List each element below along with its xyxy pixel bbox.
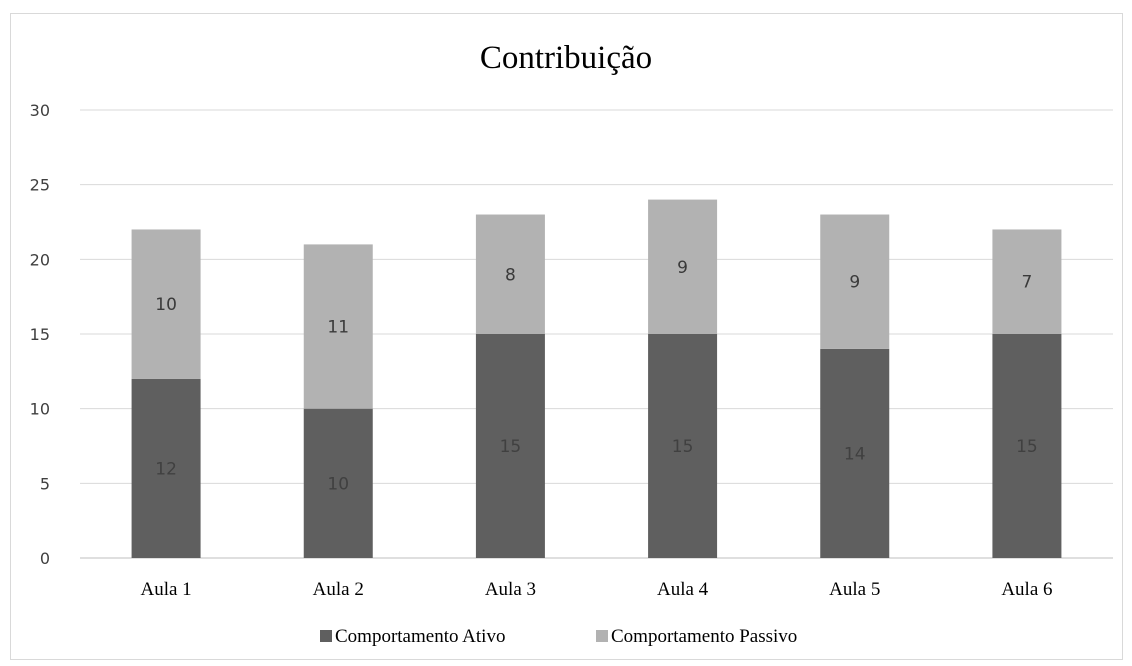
data-label: 15 [1016,437,1038,457]
data-label: 9 [849,273,860,293]
x-tick-label: Aula 6 [1001,579,1052,600]
y-tick-label: 15 [30,325,50,344]
data-label: 9 [677,258,688,278]
bar-segment-passivo [992,229,1062,334]
y-tick-label: 5 [40,474,50,493]
legend-swatch [596,630,608,642]
x-tick-label: Aula 2 [313,579,364,600]
y-tick-label: 10 [30,400,50,419]
y-tick-label: 30 [30,101,50,120]
bar-segment-ativo [992,334,1062,558]
data-label: 10 [155,295,177,315]
bar-segment-passivo [131,229,201,379]
y-axis-ticks: 0 5 10 15 20 25 30 [30,101,50,568]
data-label: 8 [505,265,516,285]
chart-title: Contribuição [480,40,652,76]
data-label: 11 [327,318,349,338]
data-label: 12 [155,459,177,479]
gridlines [80,109,1113,559]
data-label: 7 [1022,273,1033,293]
bar-segment-ativo [475,334,545,558]
bars [131,199,1062,558]
x-tick-label: Aula 5 [829,579,880,600]
y-tick-label: 0 [40,549,50,568]
bar-segment-passivo [475,214,545,334]
bar-segment-ativo [303,408,373,558]
data-labels: 12 10 10 11 15 8 15 9 14 9 15 7 [155,258,1037,495]
legend-label: Comportamento Ativo [335,626,505,647]
bar-segment-passivo [820,214,890,349]
bar-segment-passivo [303,244,373,409]
data-label: 14 [844,444,866,464]
bar-segment-ativo [648,334,718,558]
legend: Comportamento Ativo Comportamento Passivo [320,626,797,647]
data-label: 15 [500,437,522,457]
data-label: 10 [327,474,349,494]
legend-swatch [320,630,332,642]
bar-segment-passivo [648,199,718,334]
legend-label: Comportamento Passivo [611,626,797,647]
bar-segment-ativo [131,378,201,558]
x-axis-ticks: Aula 1 Aula 2 Aula 3 Aula 4 Aula 5 Aula 6 [140,579,1052,600]
x-tick-label: Aula 4 [657,579,709,600]
data-label: 15 [672,437,694,457]
x-tick-label: Aula 1 [140,579,191,600]
y-tick-label: 20 [30,250,50,269]
x-tick-label: Aula 3 [485,579,536,600]
bar-segment-ativo [820,348,890,558]
y-tick-label: 25 [30,176,50,195]
